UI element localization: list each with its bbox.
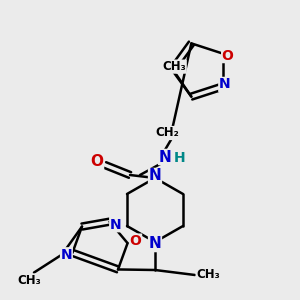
Text: N: N: [148, 236, 161, 251]
Text: N: N: [110, 218, 122, 232]
Text: O: O: [91, 154, 103, 169]
Text: O: O: [130, 234, 142, 248]
Text: N: N: [159, 149, 171, 164]
Text: O: O: [222, 49, 234, 62]
Text: CH₃: CH₃: [17, 274, 41, 287]
Text: N: N: [219, 77, 230, 92]
Text: N: N: [61, 248, 72, 262]
Text: N: N: [148, 169, 161, 184]
Text: CH₂: CH₂: [155, 127, 179, 140]
Text: CH₃: CH₃: [163, 60, 186, 73]
Text: H: H: [174, 151, 186, 165]
Text: CH₃: CH₃: [196, 268, 220, 281]
